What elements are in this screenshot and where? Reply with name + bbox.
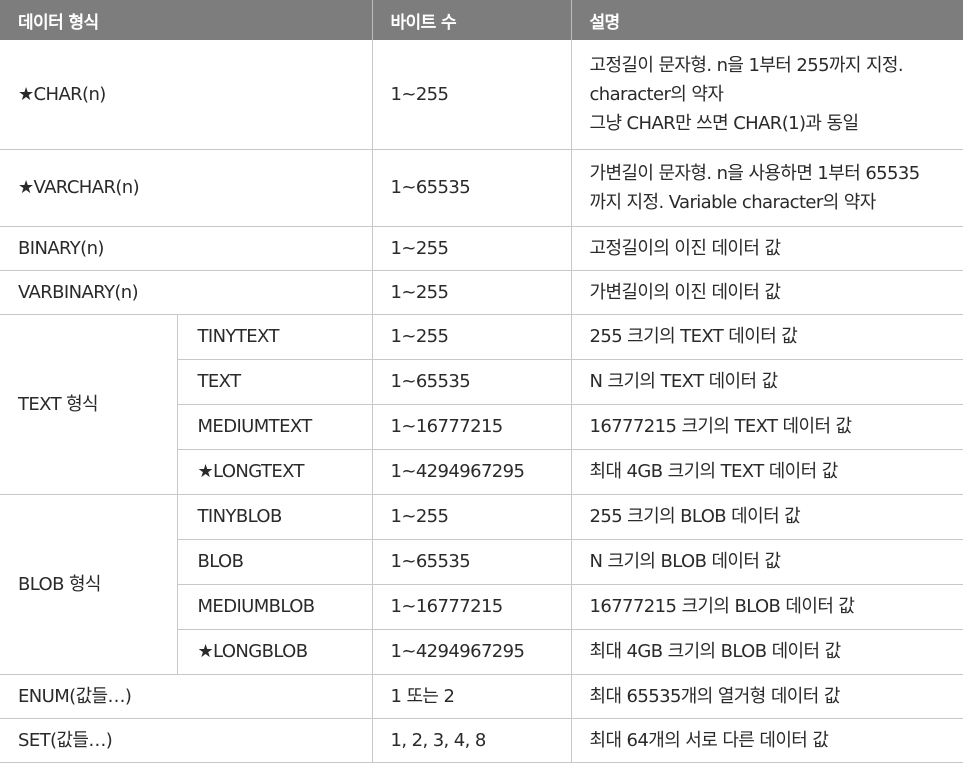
table-row: BLOB 형식 TINYBLOB 1~255 255 크기의 BLOB 데이터 … bbox=[0, 494, 963, 675]
bytes-cell: 1~255 bbox=[372, 314, 572, 360]
type-cell: SET(값들…) bbox=[0, 718, 373, 763]
bytes-cell: 1~65535 bbox=[372, 359, 572, 405]
table-row: ★VARCHAR(n) 1~65535 가변길이 문자형. n을 사용하면 1부… bbox=[0, 149, 963, 227]
description-cell: 16777215 크기의 TEXT 데이터 값 bbox=[571, 404, 963, 450]
header-bytes: 바이트 수 bbox=[372, 0, 572, 40]
description-cell: 16777215 크기의 BLOB 데이터 값 bbox=[571, 584, 963, 630]
description-cell: 가변길이 문자형. n을 사용하면 1부터 65535 까지 지정. Varia… bbox=[571, 149, 963, 227]
type-cell: ENUM(값들…) bbox=[0, 674, 373, 719]
bytes-cell: 1~255 bbox=[372, 494, 572, 540]
description-cell: 고정길이 문자형. n을 1부터 255까지 지정. character의 약자… bbox=[571, 40, 963, 150]
bytes-cell: 1 또는 2 bbox=[372, 674, 572, 719]
table-row: SET(값들…) 1, 2, 3, 4, 8 최대 64개의 서로 다른 데이터… bbox=[0, 718, 963, 763]
group-label-blob: BLOB 형식 bbox=[0, 494, 178, 675]
description-cell: N 크기의 TEXT 데이터 값 bbox=[571, 359, 963, 405]
table-row: ★LONGTEXT 1~4294967295 최대 4GB 크기의 TEXT 데… bbox=[0, 449, 963, 495]
bytes-cell: 1~16777215 bbox=[372, 404, 572, 450]
bytes-cell: 1~255 bbox=[372, 226, 572, 271]
group-label-text: TEXT 형식 bbox=[0, 314, 178, 495]
bytes-cell: 1~4294967295 bbox=[372, 449, 572, 495]
table-row: BLOB 1~65535 N 크기의 BLOB 데이터 값 bbox=[0, 539, 963, 585]
description-line: character의 약자 bbox=[589, 84, 724, 105]
description-cell: 최대 4GB 크기의 BLOB 데이터 값 bbox=[571, 629, 963, 675]
bytes-cell: 1~255 bbox=[372, 40, 572, 150]
type-cell: VARBINARY(n) bbox=[0, 270, 373, 315]
description-cell: 255 크기의 BLOB 데이터 값 bbox=[571, 494, 963, 540]
table-row: MEDIUMBLOB 1~16777215 16777215 크기의 BLOB … bbox=[0, 584, 963, 630]
bytes-cell: 1~65535 bbox=[372, 539, 572, 585]
type-cell: TEXT bbox=[177, 359, 373, 405]
header-row: 데이터 형식 바이트 수 설명 bbox=[0, 0, 963, 40]
description-line: 가변길이 문자형. n을 사용하면 1부터 65535 bbox=[589, 163, 921, 184]
table-row: ENUM(값들…) 1 또는 2 최대 65535개의 열거형 데이터 값 bbox=[0, 674, 963, 719]
header-description: 설명 bbox=[571, 0, 963, 40]
table-row: BINARY(n) 1~255 고정길이의 이진 데이터 값 bbox=[0, 226, 963, 271]
description-cell: 최대 64개의 서로 다른 데이터 값 bbox=[571, 718, 963, 763]
type-cell: BLOB bbox=[177, 539, 373, 585]
table-row: VARBINARY(n) 1~255 가변길이의 이진 데이터 값 bbox=[0, 270, 963, 315]
type-cell: ★VARCHAR(n) bbox=[0, 149, 373, 227]
bytes-cell: 1~65535 bbox=[372, 149, 572, 227]
description-line: 까지 지정. Variable character의 약자 bbox=[589, 192, 877, 213]
type-cell: ★LONGBLOB bbox=[177, 629, 373, 675]
bytes-cell: 1~16777215 bbox=[372, 584, 572, 630]
table-row: TEXT 1~65535 N 크기의 TEXT 데이터 값 bbox=[0, 359, 963, 405]
description-cell: 가변길이의 이진 데이터 값 bbox=[571, 270, 963, 315]
type-cell: TINYBLOB bbox=[177, 494, 373, 540]
description-cell: 고정길이의 이진 데이터 값 bbox=[571, 226, 963, 271]
header-type: 데이터 형식 bbox=[0, 0, 373, 40]
table-row: ★CHAR(n) 1~255 고정길이 문자형. n을 1부터 255까지 지정… bbox=[0, 40, 963, 150]
description-line: 고정길이 문자형. n을 1부터 255까지 지정. bbox=[589, 55, 904, 76]
description-cell: N 크기의 BLOB 데이터 값 bbox=[571, 539, 963, 585]
description-line: 그냥 CHAR만 쓰면 CHAR(1)과 동일 bbox=[589, 113, 860, 134]
type-cell: MEDIUMBLOB bbox=[177, 584, 373, 630]
type-cell: TINYTEXT bbox=[177, 314, 373, 360]
table-row: TEXT 형식 TINYTEXT 1~255 255 크기의 TEXT 데이터 … bbox=[0, 314, 963, 495]
description-cell: 최대 4GB 크기의 TEXT 데이터 값 bbox=[571, 449, 963, 495]
type-cell: ★LONGTEXT bbox=[177, 449, 373, 495]
type-cell: ★CHAR(n) bbox=[0, 40, 373, 150]
type-cell: MEDIUMTEXT bbox=[177, 404, 373, 450]
description-cell: 최대 65535개의 열거형 데이터 값 bbox=[571, 674, 963, 719]
bytes-cell: 1~4294967295 bbox=[372, 629, 572, 675]
bytes-cell: 1, 2, 3, 4, 8 bbox=[372, 718, 572, 763]
bytes-cell: 1~255 bbox=[372, 270, 572, 315]
type-cell: BINARY(n) bbox=[0, 226, 373, 271]
description-cell: 255 크기의 TEXT 데이터 값 bbox=[571, 314, 963, 360]
table-row: MEDIUMTEXT 1~16777215 16777215 크기의 TEXT … bbox=[0, 404, 963, 450]
table-row: ★LONGBLOB 1~4294967295 최대 4GB 크기의 BLOB 데… bbox=[0, 629, 963, 675]
